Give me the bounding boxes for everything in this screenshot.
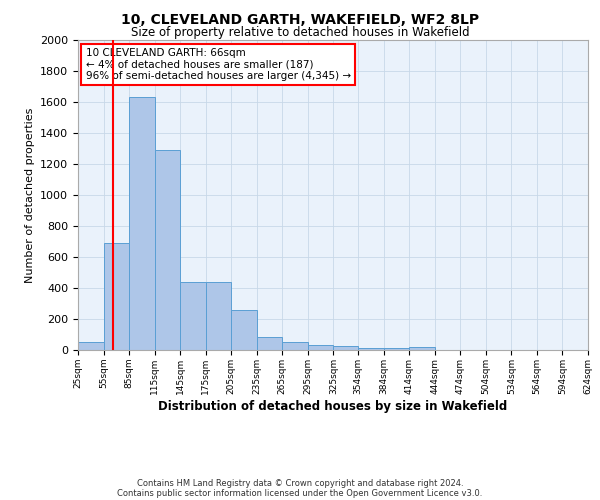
- Bar: [231, 310, 257, 350]
- Bar: [358, 348, 383, 350]
- Bar: [257, 337, 283, 350]
- Bar: [104, 243, 129, 350]
- Text: 10 CLEVELAND GARTH: 66sqm
← 4% of detached houses are smaller (187)
96% of semi-: 10 CLEVELAND GARTH: 66sqm ← 4% of detach…: [86, 48, 351, 81]
- X-axis label: Distribution of detached houses by size in Wakefield: Distribution of detached houses by size …: [158, 400, 508, 412]
- Bar: [78, 342, 104, 350]
- Bar: [409, 347, 435, 350]
- Bar: [308, 344, 334, 350]
- Bar: [206, 282, 231, 350]
- Text: Size of property relative to detached houses in Wakefield: Size of property relative to detached ho…: [131, 26, 469, 39]
- Bar: [129, 98, 155, 350]
- Y-axis label: Number of detached properties: Number of detached properties: [25, 108, 35, 282]
- Text: 10, CLEVELAND GARTH, WAKEFIELD, WF2 8LP: 10, CLEVELAND GARTH, WAKEFIELD, WF2 8LP: [121, 12, 479, 26]
- Bar: [283, 342, 308, 350]
- Bar: [180, 282, 206, 350]
- Bar: [155, 150, 180, 350]
- Text: Contains HM Land Registry data © Crown copyright and database right 2024.: Contains HM Land Registry data © Crown c…: [137, 478, 463, 488]
- Bar: [334, 346, 358, 350]
- Text: Contains public sector information licensed under the Open Government Licence v3: Contains public sector information licen…: [118, 488, 482, 498]
- Bar: [383, 348, 409, 350]
